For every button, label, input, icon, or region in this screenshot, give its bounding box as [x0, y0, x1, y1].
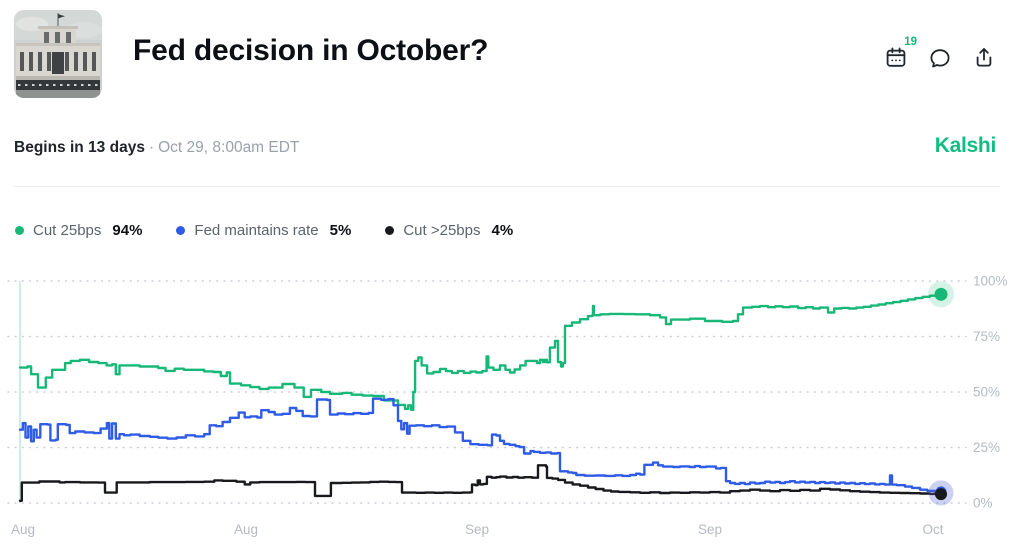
probability-chart[interactable]: 100% 75% 50% 25% 0% Aug Aug Sep Sep Oct [0, 240, 1024, 545]
y-tick-50: 50% [973, 385, 1000, 400]
start-time: Oct 29, 8:00am EDT [158, 139, 300, 156]
y-tick-100: 100% [973, 274, 1008, 289]
meta-row: Begins in 13 days · Oct 29, 8:00am EDT Kal… [0, 134, 1024, 158]
divider [14, 186, 1000, 187]
separator: · [148, 139, 155, 156]
x-tick-1-aug: Aug [234, 522, 258, 537]
end-dot-cut-25bps [934, 287, 948, 301]
legend-label: Fed maintains rate [194, 221, 319, 239]
legend-value: 5% [329, 221, 352, 239]
y-tick-25: 25% [973, 440, 1000, 455]
series-line-fed-maintains-rate[interactable] [18, 397, 943, 494]
begins-label: Begins in 13 days [14, 139, 145, 156]
kalshi-logo[interactable]: Kalshi [934, 134, 997, 157]
chart-area[interactable]: 100% 75% 50% 25% 0% Aug Aug Sep Sep Oct [0, 240, 1024, 545]
legend-item-fed-maintains-rate[interactable]: Fed maintains rate 5% [176, 222, 351, 239]
comment-icon [930, 49, 950, 68]
y-tick-75: 75% [973, 329, 1000, 344]
event-image [14, 10, 102, 98]
x-tick-4-oct: Oct [922, 522, 943, 537]
x-tick-2-sep: Sep [465, 522, 489, 537]
legend-value: 94% [112, 221, 143, 239]
legend-label: Cut 25bps [33, 221, 102, 239]
legend-dot-blue [176, 225, 186, 235]
calendar-button[interactable]: 19 [884, 36, 917, 70]
series-line-cut-25bps[interactable] [18, 293, 943, 411]
legend-value: 4% [491, 221, 514, 239]
legend-item-cut-25bps[interactable]: Cut 25bps 94% [15, 222, 142, 239]
legend-item-cut-gt-25bps[interactable]: Cut >25bps 4% [385, 222, 513, 239]
series-line-cut-gt-25bps[interactable] [18, 464, 943, 502]
x-tick-3-sep: Sep [698, 522, 722, 537]
event-timing: Begins in 13 days · Oct 29, 8:00am EDT [14, 139, 299, 157]
share-button[interactable] [972, 46, 996, 70]
legend-dot-green [15, 225, 24, 235]
fed-building-illustration [14, 10, 102, 98]
x-tick-0-aug: Aug [11, 522, 35, 537]
legend-dot-black [385, 225, 395, 235]
calendar-icon [886, 47, 906, 67]
header: Fed decision in October? 19 [0, 0, 1024, 98]
end-dot-cut-gt-25bps [935, 488, 947, 501]
chart-legend: Cut 25bps 94% Fed maintains rate 5% Cut … [0, 220, 1024, 240]
y-tick-0: 0% [973, 496, 993, 511]
header-actions: 19 [884, 36, 996, 70]
comment-button[interactable] [928, 46, 952, 70]
share-icon [976, 48, 992, 67]
legend-label: Cut >25bps [403, 221, 481, 239]
page-title: Fed decision in October? [133, 34, 489, 67]
calendar-badge: 19 [904, 36, 917, 48]
